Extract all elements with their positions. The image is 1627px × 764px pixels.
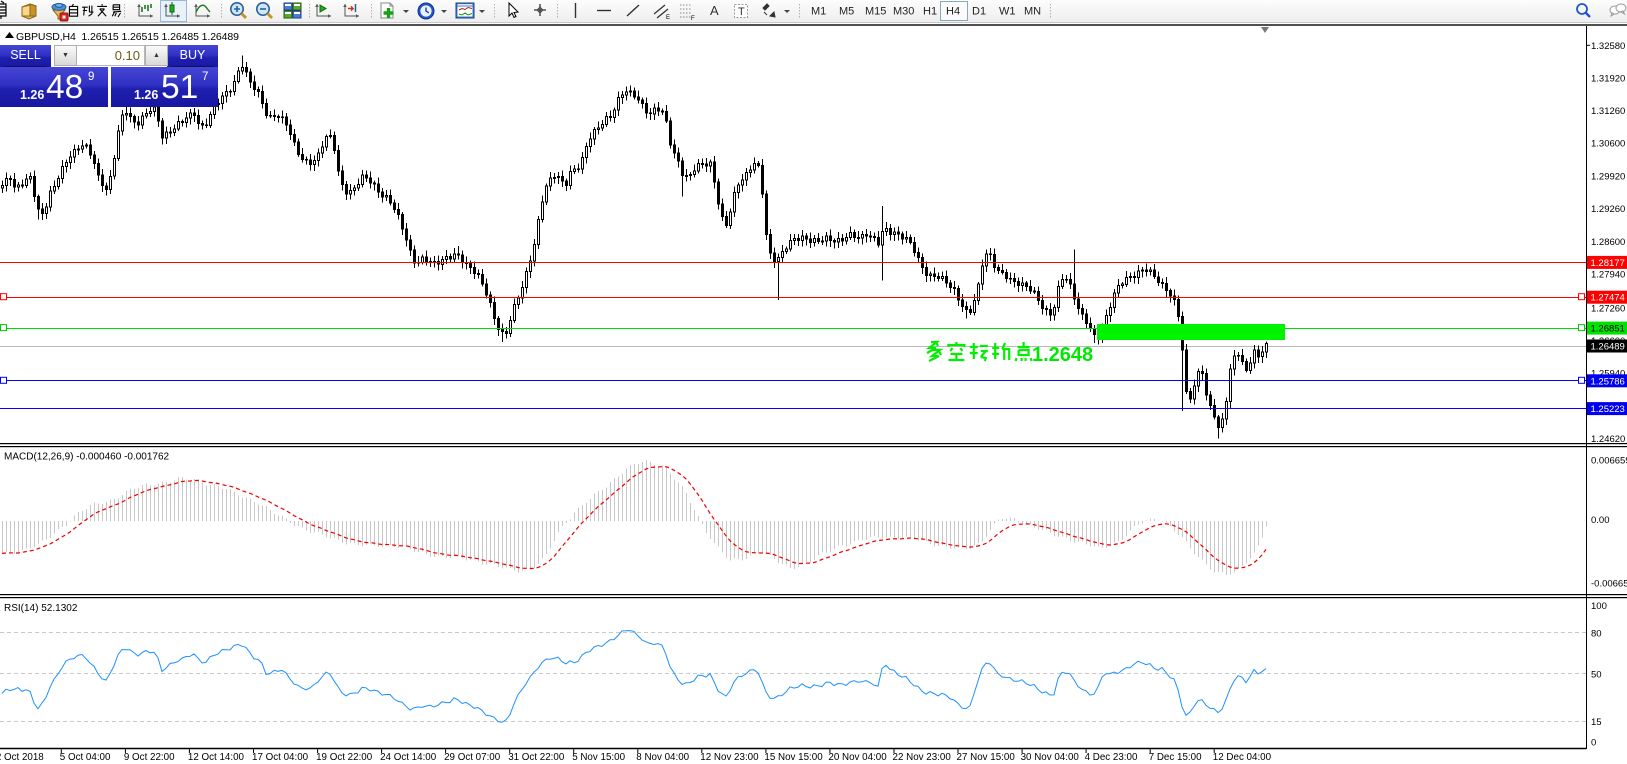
svg-text:27 Nov 15:00: 27 Nov 15:00	[957, 752, 1016, 763]
svg-text:2 Oct 2018: 2 Oct 2018	[0, 752, 44, 763]
svg-text:RSI(14) 52.1302: RSI(14) 52.1302	[4, 603, 78, 614]
svg-text:M1: M1	[811, 6, 826, 18]
svg-text:H1: H1	[923, 6, 937, 18]
svg-text:1.29920: 1.29920	[1591, 172, 1625, 183]
svg-text:1.2648: 1.2648	[1032, 344, 1093, 366]
svg-text:1.30600: 1.30600	[1591, 139, 1625, 150]
svg-text:24 Oct 14:00: 24 Oct 14:00	[380, 752, 437, 763]
svg-text:17 Oct 04:00: 17 Oct 04:00	[252, 752, 309, 763]
svg-text:22 Nov 23:00: 22 Nov 23:00	[893, 752, 952, 763]
svg-text:E: E	[666, 15, 670, 21]
svg-text:1.25786: 1.25786	[1591, 376, 1625, 387]
svg-text:15: 15	[1591, 717, 1602, 728]
svg-text:1.31260: 1.31260	[1591, 106, 1625, 117]
svg-text:1.24620: 1.24620	[1591, 434, 1625, 445]
svg-text:100: 100	[1591, 601, 1607, 612]
svg-text:12 Dec 04:00: 12 Dec 04:00	[1213, 752, 1272, 763]
svg-text:D1: D1	[972, 6, 986, 18]
svg-text:9 Oct 22:00: 9 Oct 22:00	[124, 752, 175, 763]
svg-text:H4: H4	[946, 6, 960, 18]
svg-text:12 Nov 23:00: 12 Nov 23:00	[700, 752, 759, 763]
svg-text:0.006659: 0.006659	[1591, 455, 1627, 466]
svg-text:F: F	[691, 16, 695, 22]
svg-text:0.00: 0.00	[1591, 515, 1610, 526]
svg-text:12 Oct 14:00: 12 Oct 14:00	[188, 752, 245, 763]
svg-text:50: 50	[1591, 669, 1602, 680]
svg-text:7 Dec 15:00: 7 Dec 15:00	[1149, 752, 1202, 763]
svg-text:GBPUSD,H4 1.26515 1.26515 1.2: GBPUSD,H4 1.26515 1.26515 1.26485 1.2648…	[16, 31, 239, 43]
svg-text:29 Oct 07:00: 29 Oct 07:00	[444, 752, 501, 763]
svg-text:1.27940: 1.27940	[1591, 270, 1625, 281]
svg-text:1.32580: 1.32580	[1591, 41, 1625, 52]
svg-text:20 Nov 04:00: 20 Nov 04:00	[828, 752, 887, 763]
svg-text:1.25223: 1.25223	[1591, 404, 1625, 415]
svg-text:M15: M15	[865, 6, 886, 18]
svg-text:W1: W1	[999, 6, 1016, 18]
svg-text:19 Oct 22:00: 19 Oct 22:00	[316, 752, 373, 763]
svg-text:1.31920: 1.31920	[1591, 73, 1625, 84]
svg-text:5 Oct 04:00: 5 Oct 04:00	[60, 752, 111, 763]
svg-text:1.26851: 1.26851	[1591, 324, 1625, 335]
svg-text:1.26489: 1.26489	[1591, 342, 1625, 353]
svg-text:31 Oct 22:00: 31 Oct 22:00	[508, 752, 565, 763]
svg-text:30 Nov 04:00: 30 Nov 04:00	[1021, 752, 1080, 763]
svg-text:-0.006659: -0.006659	[1591, 578, 1627, 589]
svg-text:15 Nov 15:00: 15 Nov 15:00	[764, 752, 823, 763]
svg-text:1.27474: 1.27474	[1591, 293, 1625, 304]
svg-text:1.28600: 1.28600	[1591, 237, 1625, 248]
svg-text:M30: M30	[893, 6, 914, 18]
svg-text:M5: M5	[839, 6, 854, 18]
svg-text:5 Nov 15:00: 5 Nov 15:00	[572, 752, 625, 763]
svg-text:1.25940: 1.25940	[1591, 369, 1625, 380]
svg-text:4 Dec 23:00: 4 Dec 23:00	[1085, 752, 1138, 763]
svg-text:80: 80	[1591, 628, 1602, 639]
svg-text:1.29260: 1.29260	[1591, 204, 1625, 215]
svg-text:T: T	[738, 6, 745, 18]
svg-text:MN: MN	[1024, 6, 1041, 18]
svg-text:A: A	[710, 3, 719, 18]
svg-text:1.28177: 1.28177	[1591, 258, 1625, 269]
svg-text:8 Nov 04:00: 8 Nov 04:00	[636, 752, 689, 763]
svg-text:0: 0	[1591, 738, 1596, 749]
svg-text:MACD(12,26,9) -0.000460 -0.001: MACD(12,26,9) -0.000460 -0.001762	[4, 452, 170, 463]
svg-text:1.27260: 1.27260	[1591, 303, 1625, 314]
